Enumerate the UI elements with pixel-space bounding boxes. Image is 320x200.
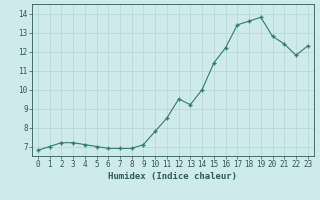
X-axis label: Humidex (Indice chaleur): Humidex (Indice chaleur): [108, 172, 237, 181]
